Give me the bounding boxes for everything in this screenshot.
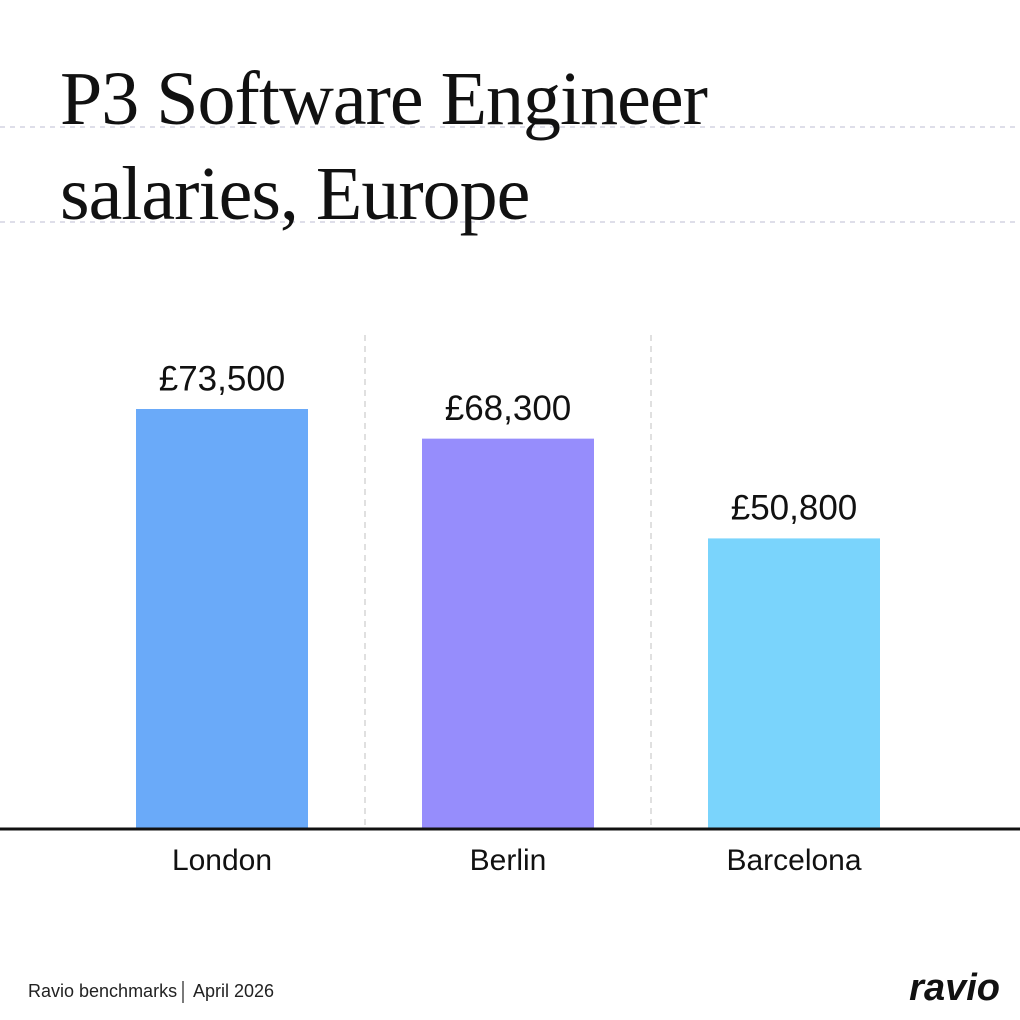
value-label: £73,500: [159, 359, 286, 398]
bar: [136, 409, 308, 828]
chart-title: P3 Software Engineer salaries, Europe: [60, 57, 708, 236]
bar: [422, 438, 594, 828]
date: April 2026: [193, 981, 274, 1001]
x-tick-label: Berlin: [470, 844, 547, 877]
source: Ravio benchmarks: [28, 981, 177, 1001]
x-tick-label: Barcelona: [726, 844, 861, 877]
value-label: £50,800: [731, 489, 858, 528]
bar: [708, 538, 880, 828]
value-label: £68,300: [445, 389, 572, 428]
x-tick-label: London: [172, 844, 272, 877]
logo: ravio: [909, 967, 1000, 1009]
bars: London £73,500 Berlin £68,300 Barcelona £50,8…: [136, 359, 880, 877]
